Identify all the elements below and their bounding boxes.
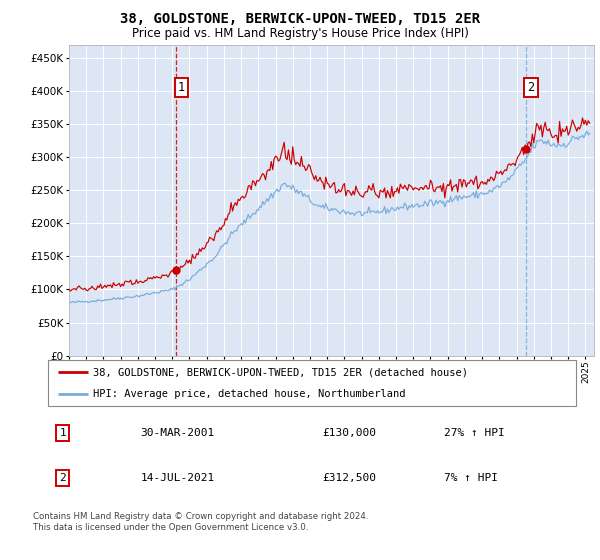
Text: 30-MAR-2001: 30-MAR-2001 <box>140 428 215 438</box>
Text: 7% ↑ HPI: 7% ↑ HPI <box>444 473 498 483</box>
Text: 38, GOLDSTONE, BERWICK-UPON-TWEED, TD15 2ER: 38, GOLDSTONE, BERWICK-UPON-TWEED, TD15 … <box>120 12 480 26</box>
Text: £312,500: £312,500 <box>323 473 377 483</box>
Text: 1: 1 <box>59 428 66 438</box>
Text: 2: 2 <box>527 81 535 94</box>
Text: 1: 1 <box>178 81 185 94</box>
Text: 14-JUL-2021: 14-JUL-2021 <box>140 473 215 483</box>
Text: £130,000: £130,000 <box>323 428 377 438</box>
Text: 2: 2 <box>59 473 66 483</box>
Text: 38, GOLDSTONE, BERWICK-UPON-TWEED, TD15 2ER (detached house): 38, GOLDSTONE, BERWICK-UPON-TWEED, TD15 … <box>93 367 468 377</box>
Text: Price paid vs. HM Land Registry's House Price Index (HPI): Price paid vs. HM Land Registry's House … <box>131 27 469 40</box>
Text: Contains HM Land Registry data © Crown copyright and database right 2024.
This d: Contains HM Land Registry data © Crown c… <box>33 512 368 532</box>
Text: 27% ↑ HPI: 27% ↑ HPI <box>444 428 505 438</box>
FancyBboxPatch shape <box>48 360 576 406</box>
Text: HPI: Average price, detached house, Northumberland: HPI: Average price, detached house, Nort… <box>93 389 406 399</box>
